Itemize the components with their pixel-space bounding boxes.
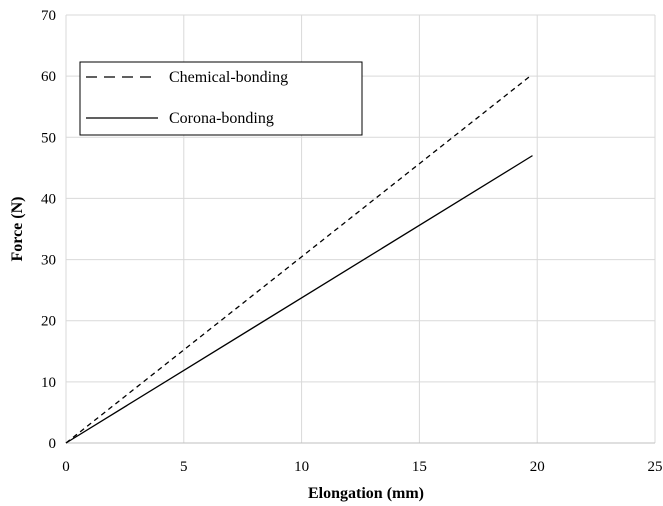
y-tick-label: 40 bbox=[41, 191, 56, 207]
y-tick-label: 20 bbox=[41, 314, 56, 330]
y-tick-label: 60 bbox=[41, 69, 56, 85]
x-tick-label: 10 bbox=[294, 459, 309, 475]
y-tick-label: 70 bbox=[41, 8, 56, 24]
y-tick-label: 0 bbox=[49, 436, 57, 452]
legend-box bbox=[79, 61, 363, 136]
series-line-corona-bonding bbox=[65, 155, 533, 444]
y-tick-label: 50 bbox=[41, 130, 56, 146]
legend-label-chemical-bonding: Chemical-bonding bbox=[169, 69, 288, 86]
x-axis-label: Elongation (mm) bbox=[308, 485, 424, 502]
y-tick-label: 10 bbox=[41, 375, 56, 391]
legend-label-corona-bonding: Corona-bonding bbox=[169, 110, 274, 127]
y-axis-label: Force (N) bbox=[9, 197, 26, 262]
legend: Chemical-bonding Corona-bonding bbox=[79, 61, 363, 136]
x-tick-label: 20 bbox=[530, 459, 545, 475]
x-tick-label: 25 bbox=[648, 459, 663, 475]
x-tick-label: 15 bbox=[412, 459, 427, 475]
tick-labels: 0 10 20 30 40 50 60 70 0 5 10 15 20 25 bbox=[41, 8, 663, 475]
axes bbox=[65, 15, 655, 444]
series-lines bbox=[65, 75, 533, 444]
x-tick-label: 0 bbox=[62, 459, 70, 475]
y-tick-label: 30 bbox=[41, 253, 56, 269]
x-tick-label: 5 bbox=[180, 459, 188, 475]
